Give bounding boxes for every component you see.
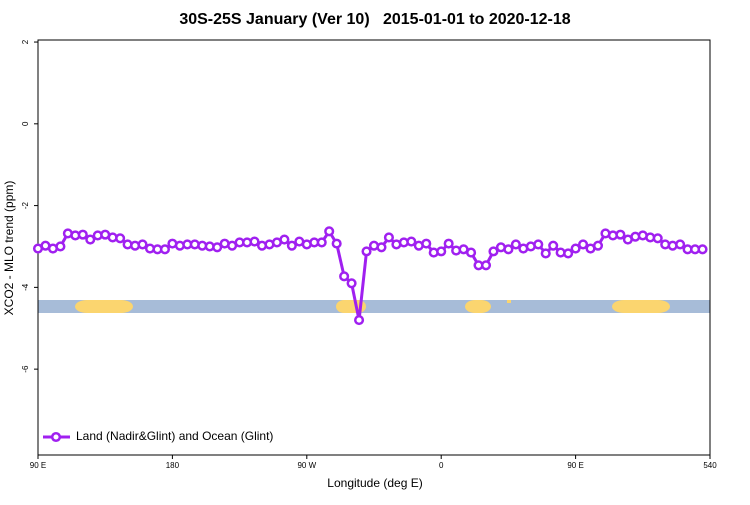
y-tick-label: 0 [21, 121, 30, 126]
data-point [137, 239, 148, 250]
legend-label: Land (Nadir&Glint) and Ocean (Glint) [76, 429, 273, 443]
data-point [212, 242, 223, 253]
data-point [563, 248, 574, 259]
y-tick-label: -2 [21, 201, 30, 209]
y-tick-label: 2 [21, 39, 30, 44]
chart-title: 30S-25S January (Ver 10) 2015-01-01 to 2… [179, 11, 570, 28]
land-band [465, 300, 491, 313]
data-point [421, 238, 432, 249]
data-point [697, 244, 708, 255]
data-point [159, 244, 170, 255]
data-point [578, 239, 589, 250]
data-point [592, 240, 604, 251]
land-band [507, 300, 511, 303]
surface-band [38, 300, 710, 313]
data-point [615, 229, 626, 240]
data-point [77, 229, 88, 240]
x-tick-label: 540 [703, 461, 717, 470]
data-point [436, 246, 447, 257]
x-tick-label: 0 [439, 461, 444, 470]
data-point [570, 243, 581, 254]
data-point [339, 271, 350, 282]
data-point [249, 236, 260, 247]
data-point [480, 260, 492, 271]
data-point [354, 315, 365, 326]
data-point [376, 242, 387, 253]
y-axis-label: XCO2 - MLO trend (ppm) [2, 181, 16, 316]
data-point [85, 234, 96, 245]
legend-marker [50, 431, 62, 443]
data-point [540, 248, 551, 259]
x-tick-label: 90 E [30, 461, 46, 470]
x-tick-label: 180 [166, 461, 180, 470]
data-point [488, 246, 499, 257]
data-point [279, 234, 290, 245]
data-point [510, 239, 521, 250]
x-axis-label: Longitude (deg E) [327, 476, 422, 490]
data-point [361, 246, 372, 257]
data-point [383, 232, 394, 243]
data-point [406, 236, 417, 247]
data-point [652, 233, 663, 244]
data-point [503, 244, 514, 255]
land-band [612, 300, 670, 313]
ocean-band [38, 300, 710, 313]
data-point [533, 239, 544, 250]
data-point [346, 278, 357, 289]
x-tick-label: 90 E [567, 461, 583, 470]
data-point [286, 240, 297, 251]
land-band [75, 300, 133, 313]
data-point [466, 247, 477, 258]
data-point [331, 238, 342, 249]
data-point [316, 237, 327, 248]
data-point [55, 241, 66, 252]
data-point [324, 226, 335, 237]
y-tick-label: -4 [21, 283, 30, 291]
data-point [115, 233, 126, 244]
data-point [675, 239, 686, 250]
x-tick-label: 90 W [297, 461, 316, 470]
data-point [548, 240, 559, 251]
y-tick-label: -6 [21, 365, 30, 373]
data-point [443, 238, 454, 249]
